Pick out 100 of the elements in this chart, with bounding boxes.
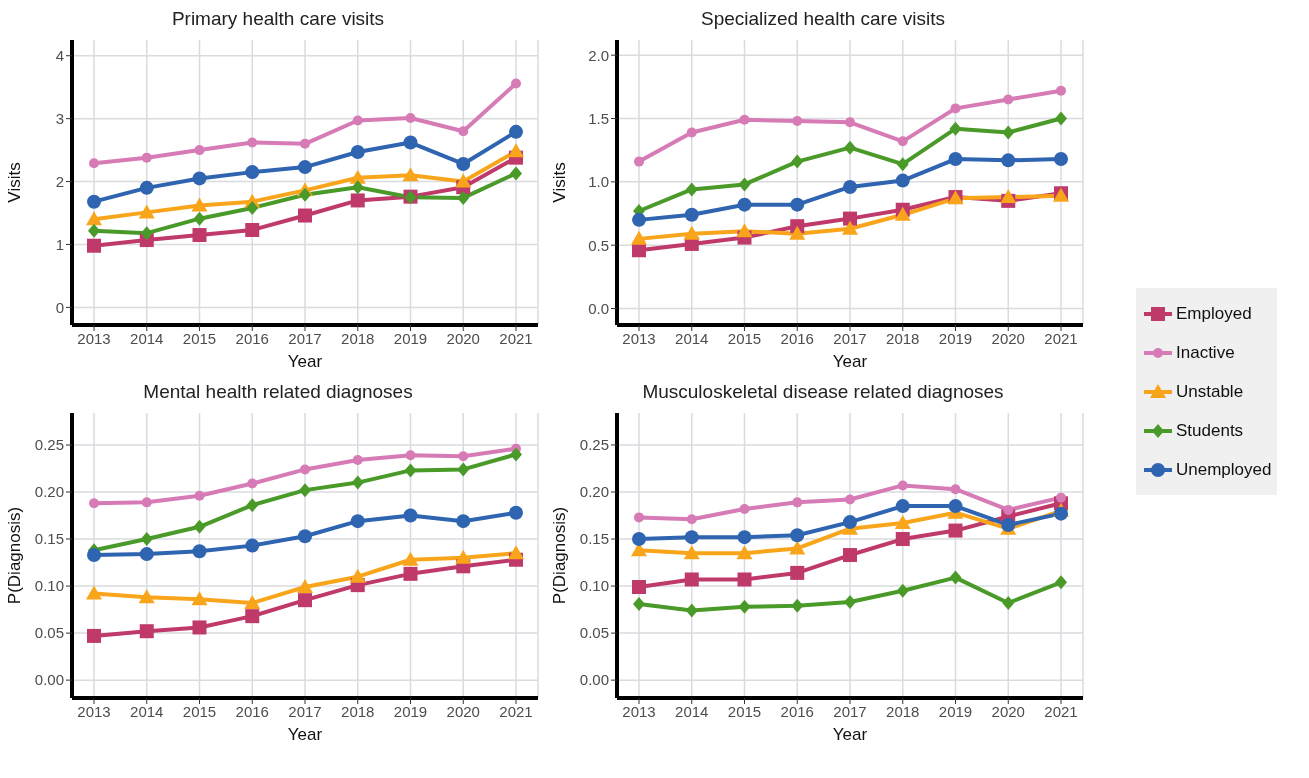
y-tick-label: 0.20 — [579, 483, 609, 501]
chart-title: Musculoskeletal disease related diagnoses — [641, 381, 1005, 404]
point — [737, 572, 752, 587]
point — [843, 211, 857, 226]
point — [247, 137, 258, 148]
point — [141, 497, 152, 508]
point — [1054, 506, 1068, 521]
y-tick-label: 0.15 — [34, 530, 64, 548]
point — [139, 624, 154, 639]
point — [88, 223, 100, 238]
y-axis-title: Visits — [5, 162, 25, 203]
x-tick-label: 2020 — [991, 702, 1025, 720]
x-tick-label: 2017 — [288, 702, 322, 720]
point — [634, 156, 644, 167]
x-axis-title: Year — [832, 725, 868, 745]
x-tick-label: 2018 — [341, 702, 375, 720]
point — [791, 154, 804, 169]
x-tick-label: 2013 — [622, 329, 656, 347]
point — [192, 171, 207, 186]
x-tick-label: 2014 — [130, 702, 164, 720]
point — [140, 532, 153, 547]
legend-label: Inactive — [1176, 342, 1235, 363]
point — [897, 480, 908, 491]
point — [298, 160, 312, 175]
x-tick-label: 2017 — [833, 329, 867, 347]
point — [403, 508, 418, 523]
point — [1055, 575, 1067, 590]
point — [897, 136, 908, 147]
point — [194, 145, 205, 156]
point — [510, 447, 522, 462]
y-tick-label: 0.10 — [34, 577, 64, 595]
point — [845, 117, 855, 128]
point — [86, 211, 102, 226]
point — [738, 177, 751, 192]
point — [244, 595, 261, 609]
point — [89, 158, 99, 169]
y-tick-label: 0.5 — [588, 236, 609, 254]
x-tick-label: 2015 — [182, 329, 217, 347]
y-tick-label: 0.25 — [34, 436, 64, 454]
x-tick-label: 2021 — [499, 702, 533, 720]
point — [458, 451, 469, 462]
x-tick-label: 2014 — [675, 329, 709, 347]
point — [950, 484, 961, 495]
x-tick-label: 2019 — [938, 329, 973, 347]
point — [298, 593, 312, 608]
point — [789, 540, 806, 555]
point — [245, 223, 260, 237]
x-tick-label: 2018 — [886, 702, 920, 720]
point — [405, 450, 416, 461]
point — [350, 144, 365, 159]
point — [404, 463, 417, 478]
point — [791, 598, 804, 613]
y-tick-label: 0.15 — [579, 530, 609, 548]
point — [738, 599, 751, 614]
point — [684, 207, 699, 222]
point — [844, 140, 856, 155]
point — [843, 179, 857, 194]
y-tick-label: 2.0 — [588, 46, 609, 64]
point — [1055, 111, 1067, 126]
point — [245, 609, 260, 624]
x-tick-label: 2017 — [288, 329, 322, 347]
point — [632, 580, 646, 595]
point — [1002, 596, 1015, 610]
point — [351, 180, 364, 195]
y-tick-label: 0.10 — [579, 577, 609, 595]
y-tick-label: 0.00 — [579, 671, 609, 689]
point — [351, 475, 364, 490]
point — [247, 478, 258, 489]
legend-label: Unstable — [1176, 381, 1244, 402]
point — [350, 193, 365, 208]
y-tick-label: 0.20 — [34, 483, 64, 501]
point — [297, 579, 313, 594]
point — [192, 228, 207, 243]
point — [684, 530, 699, 545]
point — [246, 498, 259, 513]
point — [508, 545, 524, 560]
point — [403, 135, 418, 150]
point — [792, 116, 803, 127]
point — [1002, 125, 1015, 140]
y-axis-title: P(Diagnosis) — [550, 506, 570, 605]
point — [456, 514, 471, 529]
point — [87, 238, 101, 253]
point — [140, 226, 153, 241]
point — [895, 532, 910, 547]
point — [86, 585, 102, 600]
legend-label: Students — [1176, 420, 1244, 441]
x-tick-label: 2015 — [182, 702, 217, 720]
point — [843, 548, 857, 563]
y-tick-label: 1 — [55, 235, 64, 253]
x-tick-label: 2021 — [1044, 329, 1078, 347]
point — [737, 530, 752, 545]
point — [138, 589, 155, 604]
point — [683, 545, 700, 560]
point — [736, 545, 753, 560]
point — [191, 197, 208, 212]
point — [193, 211, 206, 226]
point — [191, 591, 208, 606]
point — [89, 498, 99, 509]
point — [739, 114, 750, 125]
point — [402, 551, 419, 566]
